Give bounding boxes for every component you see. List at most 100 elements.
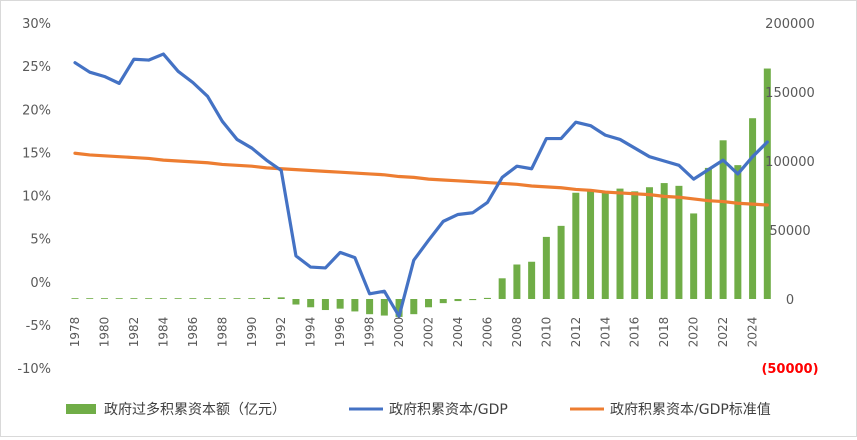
left-tick-label: 25%: [22, 60, 51, 75]
bar-1982: [130, 298, 138, 299]
x-tick-label: 2012: [569, 317, 583, 348]
x-tick-label: 1984: [156, 317, 170, 348]
x-tick-label: 1982: [127, 317, 141, 348]
bar-2016: [631, 191, 639, 299]
left-tick-label: 5%: [30, 233, 51, 248]
benchmark-line: [73, 151, 769, 207]
bar-2003: [439, 299, 447, 304]
right-tick-label: 200000: [765, 17, 815, 32]
bar-2018: [660, 183, 668, 299]
bar-1990: [248, 298, 256, 299]
bars-layer: [71, 68, 771, 317]
bar-2009: [528, 261, 536, 299]
left-tick-label: 15%: [22, 146, 51, 161]
x-tick-label: 2018: [657, 317, 671, 348]
x-axis-ticks: 1978 1980 1982 1984 1986 1988 1990 1992 1994 1996…: [68, 317, 760, 348]
x-tick-label: 1986: [186, 317, 200, 348]
x-tick-label: 2014: [598, 317, 612, 348]
left-tick-label: 20%: [22, 103, 51, 118]
lines-layer: [73, 52, 769, 318]
bar-2011: [557, 225, 565, 299]
bar-1998: [366, 299, 374, 315]
x-tick-label: 2008: [510, 317, 524, 348]
x-tick-label: 1978: [68, 317, 82, 348]
bar-1986: [189, 298, 197, 299]
bar-2020: [690, 213, 698, 299]
bar-2000: [395, 299, 403, 317]
left-tick-label: 10%: [22, 190, 51, 205]
bar-1979: [86, 298, 94, 299]
bar-2005: [469, 299, 477, 301]
bar-1978: [71, 298, 79, 299]
x-tick-label: 2010: [539, 317, 553, 348]
x-tick-label: 1988: [215, 317, 229, 348]
bar-1989: [233, 298, 241, 299]
legend-label-bar: 政府过多积累资本额（亿元）: [104, 401, 286, 418]
x-tick-label: 2022: [716, 317, 730, 348]
right-axis-ticks: (50000) 0 50000 100000 150000 200000: [761, 17, 818, 377]
x-tick-label: 2024: [746, 317, 760, 348]
bar-2004: [454, 299, 462, 302]
bar-1996: [336, 299, 344, 309]
x-tick-label: 2020: [687, 317, 701, 348]
bar-1992: [277, 297, 285, 299]
bar-2022: [719, 140, 727, 299]
x-tick-label: 2016: [628, 317, 642, 348]
x-tick-label: 2000: [392, 317, 406, 348]
bar-2014: [601, 191, 609, 299]
left-tick-label: -10%: [17, 362, 51, 377]
right-tick-label: 50000: [769, 224, 810, 239]
x-tick-label: 1994: [304, 317, 318, 348]
legend-label-ratio: 政府积累资本/GDP: [389, 402, 508, 418]
right-tick-label: 100000: [765, 155, 815, 170]
legend-swatch-bar: [66, 404, 96, 414]
x-tick-label: 2004: [451, 317, 465, 348]
bar-2002: [425, 299, 433, 308]
bar-1983: [145, 298, 153, 299]
bar-2013: [587, 191, 595, 299]
right-tick-label: 150000: [765, 86, 815, 101]
bar-2021: [704, 167, 712, 299]
x-tick-label: 2002: [422, 317, 436, 348]
left-axis-ticks: -10% -5% 0% 5% 10% 15% 20% 25% 30%: [17, 17, 51, 377]
legend-label-benchmark: 政府积累资本/GDP标准值: [610, 402, 771, 418]
bar-2008: [513, 264, 521, 299]
bar-1994: [307, 299, 315, 308]
bar-1985: [174, 298, 182, 299]
bar-2017: [645, 187, 653, 299]
x-tick-label: 1992: [274, 317, 288, 348]
bar-2025: [763, 68, 771, 299]
ratio-line: [73, 52, 769, 318]
bar-1999: [380, 299, 388, 316]
left-tick-label: 30%: [22, 17, 51, 32]
bar-2010: [542, 236, 550, 299]
bar-2024: [749, 118, 757, 299]
bar-1980: [100, 298, 108, 299]
bar-1987: [204, 298, 212, 299]
bar-2006: [483, 297, 491, 299]
x-tick-label: 2006: [480, 317, 494, 348]
left-tick-label: 0%: [30, 276, 51, 291]
x-tick-label: 1998: [363, 317, 377, 348]
bar-2019: [675, 185, 683, 299]
bar-2012: [572, 192, 580, 299]
bar-1991: [262, 297, 270, 299]
right-tick-label: 0: [786, 293, 794, 308]
left-tick-label: -5%: [26, 319, 51, 334]
bar-1988: [218, 298, 226, 299]
bar-2023: [734, 165, 742, 299]
bar-1981: [115, 298, 123, 299]
bar-1984: [159, 298, 167, 299]
bar-2001: [410, 299, 418, 315]
bar-2015: [616, 188, 624, 299]
bar-1993: [292, 299, 300, 305]
bar-2007: [498, 278, 506, 299]
right-tick-label: (50000): [761, 362, 818, 377]
bar-1995: [321, 299, 329, 311]
x-tick-label: 1996: [333, 317, 347, 348]
x-tick-label: 1990: [245, 317, 259, 348]
x-tick-label: 1980: [97, 317, 111, 348]
bar-1997: [351, 299, 359, 312]
